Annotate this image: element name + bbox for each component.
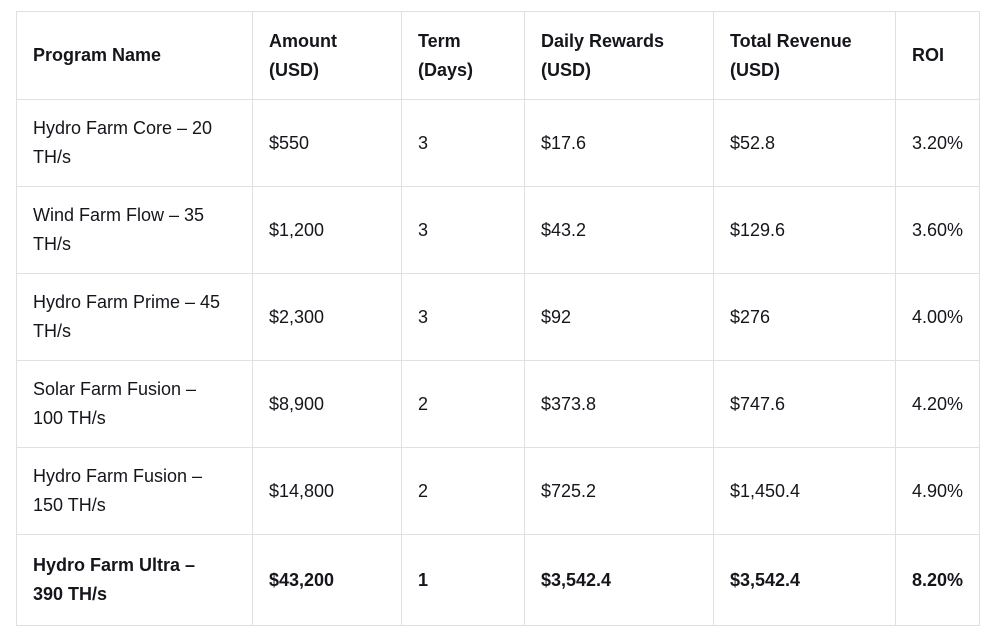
cell-total-revenue: $276 [713, 273, 896, 361]
col-header-amount: Amount (USD) [252, 11, 402, 100]
cell-term: 2 [401, 447, 525, 535]
col-header-label: Program Name [33, 45, 162, 65]
program-name-text: Wind Farm Flow – 35 TH/s [33, 205, 205, 254]
col-header-label-line2: (USD) [269, 59, 319, 80]
cell-daily-rewards: $92 [524, 273, 714, 361]
cell-roi: 4.20% [895, 360, 980, 448]
cell-term: 3 [401, 273, 525, 361]
cell-daily-rewards: $373.8 [524, 360, 714, 448]
cell-term: 1 [401, 534, 525, 626]
cell-term: 3 [401, 99, 525, 187]
col-header-label-line2: (Days) [418, 59, 474, 80]
col-header-label: Daily Rewards [541, 30, 665, 51]
cell-amount: $14,800 [252, 447, 402, 535]
col-header-label-line2: (USD) [730, 59, 780, 80]
table-row: Hydro Farm Core – 20 TH/s $550 3 $17.6 $… [16, 99, 980, 187]
cell-program-name: Hydro Farm Core – 20 TH/s [16, 99, 253, 187]
cell-daily-rewards: $43.2 [524, 186, 714, 274]
cell-program-name: Hydro Farm Ultra – 390 TH/s [16, 534, 253, 626]
cell-total-revenue: $129.6 [713, 186, 896, 274]
cell-amount: $550 [252, 99, 402, 187]
col-header-daily-rewards: Daily Rewards (USD) [524, 11, 714, 100]
cell-total-revenue: $52.8 [713, 99, 896, 187]
col-header-total-revenue: Total Revenue (USD) [713, 11, 896, 100]
col-header-label-line2: (USD) [541, 59, 591, 80]
cell-daily-rewards: $3,542.4 [524, 534, 714, 626]
cell-amount: $43,200 [252, 534, 402, 626]
program-name-text: Hydro Farm Ultra – 390 TH/s [33, 555, 196, 604]
cell-roi: 3.20% [895, 99, 980, 187]
col-header-roi: ROI [895, 11, 980, 100]
table-header-row: Program Name Amount (USD) Term (Days) Da… [16, 11, 980, 100]
cell-amount: $1,200 [252, 186, 402, 274]
program-name-text: Hydro Farm Fusion – 150 TH/s [33, 466, 203, 515]
cell-program-name: Wind Farm Flow – 35 TH/s [16, 186, 253, 274]
table-row: Hydro Farm Fusion – 150 TH/s $14,800 2 $… [16, 447, 980, 535]
cell-daily-rewards: $17.6 [524, 99, 714, 187]
cell-total-revenue: $747.6 [713, 360, 896, 448]
table-row: Wind Farm Flow – 35 TH/s $1,200 3 $43.2 … [16, 186, 980, 274]
cell-daily-rewards: $725.2 [524, 447, 714, 535]
table-row-emphasis: Hydro Farm Ultra – 390 TH/s $43,200 1 $3… [16, 534, 980, 626]
cell-term: 2 [401, 360, 525, 448]
cell-amount: $8,900 [252, 360, 402, 448]
program-name-text: Hydro Farm Prime – 45 TH/s [33, 292, 221, 341]
cell-total-revenue: $1,450.4 [713, 447, 896, 535]
program-name-text: Solar Farm Fusion – 100 TH/s [33, 379, 197, 428]
col-header-term: Term (Days) [401, 11, 525, 100]
cell-roi: 3.60% [895, 186, 980, 274]
cell-roi: 8.20% [895, 534, 980, 626]
col-header-label: ROI [912, 45, 945, 65]
mining-programs-table: Program Name Amount (USD) Term (Days) Da… [16, 11, 980, 626]
cell-amount: $2,300 [252, 273, 402, 361]
cell-roi: 4.00% [895, 273, 980, 361]
col-header-label: Term [418, 30, 461, 51]
cell-roi: 4.90% [895, 447, 980, 535]
col-header-program-name: Program Name [16, 11, 253, 100]
cell-term: 3 [401, 186, 525, 274]
table-row: Solar Farm Fusion – 100 TH/s $8,900 2 $3… [16, 360, 980, 448]
cell-program-name: Solar Farm Fusion – 100 TH/s [16, 360, 253, 448]
table-row: Hydro Farm Prime – 45 TH/s $2,300 3 $92 … [16, 273, 980, 361]
program-name-text: Hydro Farm Core – 20 TH/s [33, 118, 213, 167]
col-header-label: Total Revenue [730, 30, 852, 51]
cell-total-revenue: $3,542.4 [713, 534, 896, 626]
cell-program-name: Hydro Farm Prime – 45 TH/s [16, 273, 253, 361]
col-header-label: Amount [269, 30, 337, 51]
cell-program-name: Hydro Farm Fusion – 150 TH/s [16, 447, 253, 535]
